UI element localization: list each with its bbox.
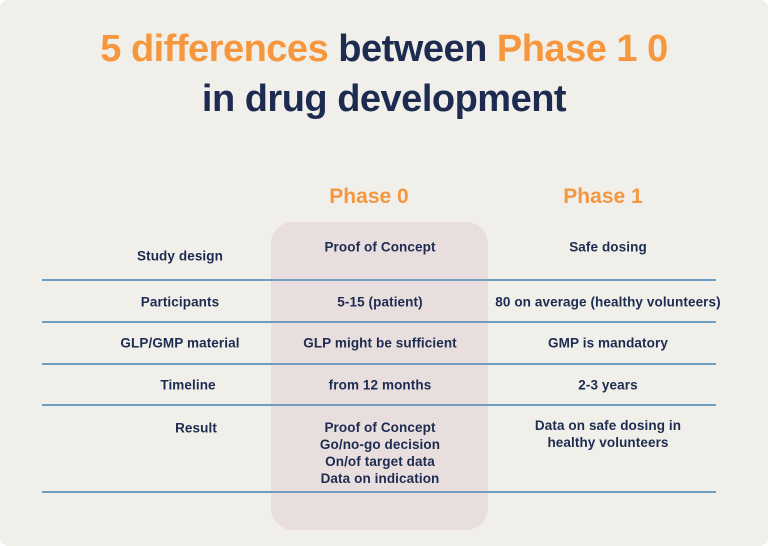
row-label-glp-gmp-material: GLP/GMP material bbox=[120, 335, 240, 351]
row-divider-5 bbox=[42, 491, 716, 493]
cell-phase0-result: Proof of Concept Go/no-go decision On/of… bbox=[319, 420, 441, 486]
row-label-timeline: Timeline bbox=[160, 377, 216, 393]
title-segment-navy: between bbox=[338, 28, 497, 70]
title-line-1: 5 differences between Phase 1 0 bbox=[0, 24, 768, 74]
row-label-result: Result bbox=[175, 420, 217, 436]
cell-phase0-timeline: from 12 months bbox=[328, 377, 432, 393]
phase0-highlight-column bbox=[271, 222, 488, 530]
row-divider-2 bbox=[42, 321, 716, 323]
row-divider-1 bbox=[42, 279, 716, 281]
cell-phase0-study-design: Proof of Concept bbox=[324, 239, 436, 255]
column-header-phase1: Phase 1 bbox=[563, 185, 643, 208]
title-line-2: in drug development bbox=[201, 78, 567, 120]
cell-phase1-participants: 80 on average (healthy volunteers) bbox=[495, 294, 721, 310]
cell-phase1-result: Data on safe dosing in healthy volunteer… bbox=[534, 418, 682, 450]
cell-phase1-study-design: Safe dosing bbox=[569, 239, 647, 255]
row-divider-4 bbox=[42, 404, 716, 406]
page-title: 5 differences between Phase 1 0 in drug … bbox=[0, 24, 768, 124]
row-label-participants: Participants bbox=[140, 294, 220, 310]
cell-phase1-glp-gmp-material: GMP is mandatory bbox=[548, 335, 668, 351]
title-segment-orange-1: 5 differences bbox=[100, 28, 339, 70]
row-divider-3 bbox=[42, 363, 716, 365]
title-segment-orange-2: Phase 1 0 bbox=[496, 28, 668, 70]
column-header-phase0: Phase 0 bbox=[329, 185, 409, 208]
cell-phase0-glp-gmp-material: GLP might be sufficient bbox=[303, 335, 457, 351]
row-label-study-design: Study design bbox=[137, 248, 223, 264]
cell-phase1-timeline: 2-3 years bbox=[578, 377, 638, 393]
cell-phase0-participants: 5-15 (patient) bbox=[337, 294, 423, 310]
